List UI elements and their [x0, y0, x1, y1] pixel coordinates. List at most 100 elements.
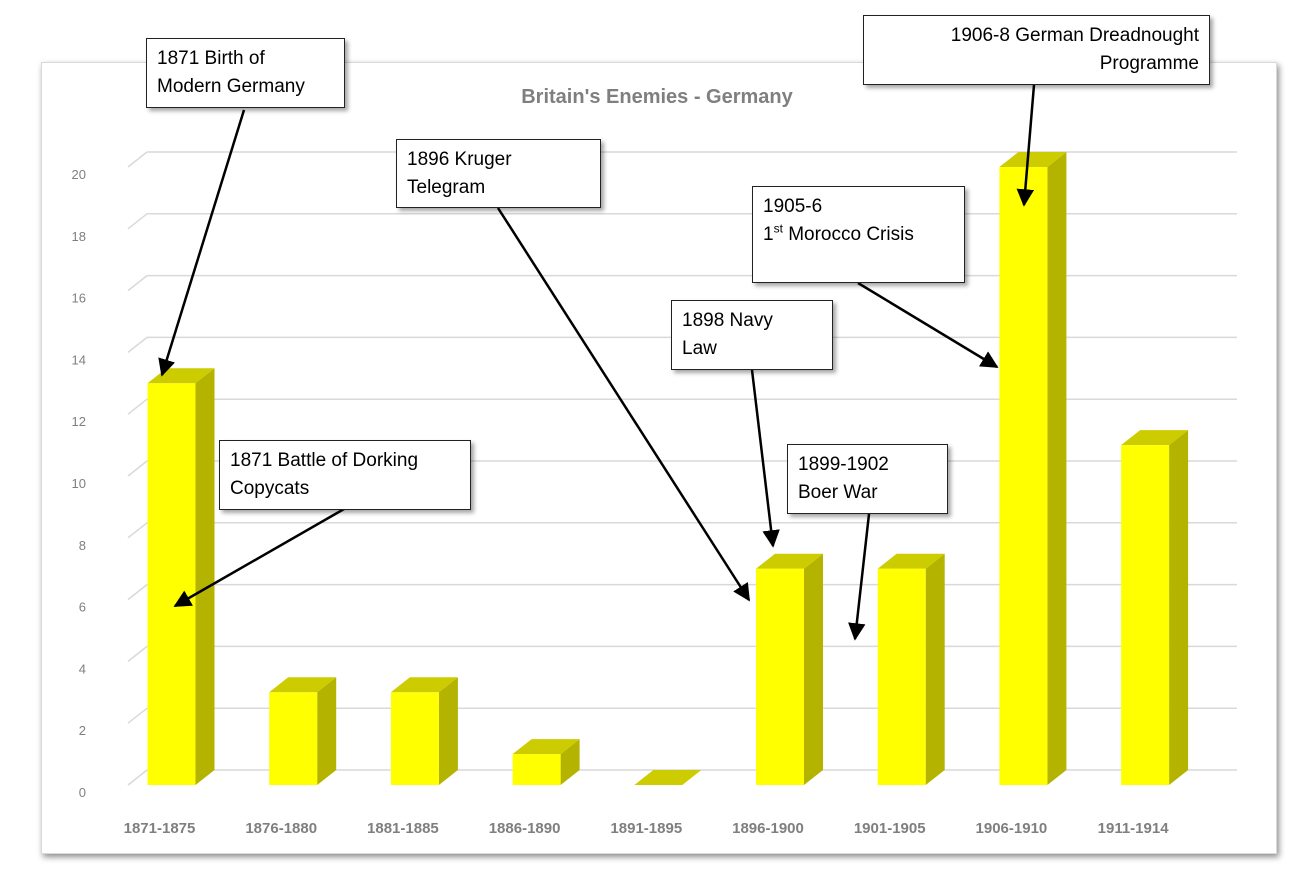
gridline-diagonal: [127, 151, 148, 168]
callout-line: 1906-8 German Dreadnought: [950, 25, 1199, 46]
bar-top: [1121, 430, 1189, 446]
callout-line: Modern Germany: [157, 76, 305, 97]
gridline-diagonal: [127, 769, 148, 786]
bar-1871-1875: [147, 368, 215, 785]
callout-line: Boer War: [798, 482, 878, 503]
y-tick-label: 2: [79, 723, 86, 738]
bar-top: [269, 677, 337, 693]
x-tick-label: 1891-1895: [610, 820, 682, 837]
y-tick-label: 14: [72, 352, 86, 367]
callout-text: 1: [763, 224, 774, 245]
y-tick-label: 20: [72, 167, 86, 182]
bar-1911-1914: [1121, 430, 1189, 785]
callout-line: 1871 Birth of: [157, 48, 265, 69]
gridline-diagonal: [127, 460, 148, 477]
bar-front: [877, 568, 926, 785]
bar-1881-1885: [390, 677, 458, 785]
gridline-diagonal: [127, 584, 148, 601]
gridline-diagonal: [127, 398, 148, 415]
annotation-arrows: [158, 84, 1036, 641]
arrow-boer-war: [848, 513, 871, 641]
bar-1906-1910: [999, 152, 1067, 785]
bar-side: [925, 553, 945, 785]
x-axis-ticks: 1871-1875 1876-1880 1881-1885 1886-1890 1891…: [124, 820, 1170, 837]
callout-birth-of-germany: 1871 Birth of Modern Germany: [146, 38, 345, 108]
x-tick-label: 1886-1890: [489, 820, 561, 837]
bar-front: [512, 754, 561, 785]
bar-side: [317, 677, 337, 785]
bar-front: [999, 167, 1048, 785]
bar-side: [1047, 152, 1067, 785]
callout-boer-war: 1899-1902 Boer War: [787, 444, 948, 514]
callout-line: 1896 Kruger: [407, 149, 512, 170]
y-tick-label: 12: [72, 414, 86, 429]
callout-text: Morocco Crisis: [782, 224, 914, 245]
x-tick-label: 1881-1885: [367, 820, 439, 837]
callout-battle-of-dorking: 1871 Battle of Dorking Copycats: [219, 440, 471, 510]
bar-1886-1890: [512, 739, 580, 785]
arrow-birth-of-germany: [158, 109, 246, 377]
bar-top: [756, 553, 823, 569]
callout-line: Telegram: [407, 177, 486, 198]
bar-front: [147, 383, 196, 785]
arrow-battle-of-dorking: [173, 507, 345, 608]
y-axis-ticks: 0 2 4 6 8 10 12 14 16 18 20: [72, 167, 86, 800]
callout-line: 1871 Battle of Dorking: [230, 450, 419, 471]
bar-side: [560, 739, 580, 785]
chart-title: Britain's Enemies - Germany: [521, 86, 793, 108]
gridline-diagonal: [127, 707, 148, 724]
bar-top: [390, 677, 458, 693]
bar-front: [390, 692, 439, 785]
x-tick-label: 1896-1900: [732, 820, 804, 837]
gridline-diagonal: [127, 336, 148, 353]
y-tick-label: 16: [72, 291, 86, 306]
bar-front: [756, 568, 804, 785]
arrow-navy-law: [750, 369, 780, 548]
bar-front: [269, 692, 318, 785]
callout-line: 1905-6: [763, 196, 823, 217]
y-tick-label: 0: [79, 785, 86, 800]
gridline-diagonal: [127, 275, 148, 292]
bar-front: [1121, 445, 1170, 785]
gridline-diagonal: [127, 522, 148, 539]
bar-side: [438, 677, 458, 785]
bar-1901-1905: [877, 553, 945, 785]
callout-superscript: st: [773, 221, 783, 236]
y-tick-label: 6: [79, 600, 86, 615]
arrow-morocco-crisis: [857, 281, 999, 369]
y-tick-label: 10: [72, 476, 86, 491]
callout-navy-law: 1898 Navy Law: [671, 300, 833, 370]
gridline-diagonal: [127, 213, 148, 230]
x-tick-label: 1871-1875: [124, 820, 196, 837]
callout-kruger-telegram: 1896 Kruger Telegram: [396, 139, 601, 208]
x-tick-label: 1906-1910: [976, 820, 1048, 837]
bar-side: [1169, 430, 1189, 785]
bar-side: [195, 368, 215, 785]
bar-1876-1880: [269, 677, 337, 785]
y-tick-label: 4: [79, 661, 86, 676]
bar-1891-1895: [634, 770, 702, 785]
callout-line: 1898 Navy: [682, 310, 773, 331]
x-tick-label: 1876-1880: [245, 820, 317, 837]
bar-top: [999, 152, 1067, 167]
y-tick-label: 8: [79, 538, 86, 553]
callout-line: 1st Morocco Crisis: [763, 221, 954, 249]
arrow-kruger-telegram: [496, 207, 751, 602]
bar-top: [877, 553, 945, 569]
callout-line: 1899-1902: [798, 454, 889, 475]
gridline-diagonal: [127, 645, 148, 662]
bar-1896-1900: [756, 553, 823, 785]
bar-top: [512, 739, 580, 755]
x-tick-label: 1911-1914: [1098, 820, 1170, 837]
x-tick-label: 1901-1905: [854, 820, 926, 837]
callout-dreadnought-programme: 1906-8 German Dreadnought Programme: [863, 15, 1210, 85]
bar-top: [634, 770, 702, 785]
callout-line: Law: [682, 338, 717, 359]
callout-line: Programme: [1099, 53, 1199, 74]
callout-line: Copycats: [230, 478, 310, 499]
callout-morocco-crisis: 1905-6 1st Morocco Crisis: [752, 186, 965, 283]
y-tick-label: 18: [72, 229, 86, 244]
bar-side: [804, 553, 823, 785]
arrow-dreadnought: [1016, 84, 1036, 207]
